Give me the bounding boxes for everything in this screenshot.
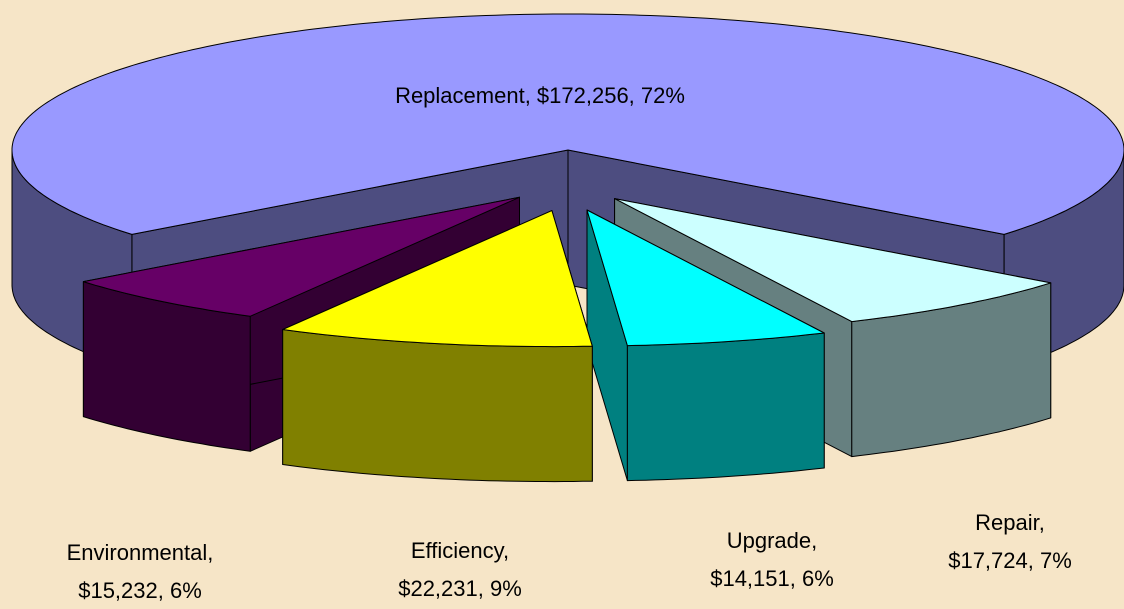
data-label-line: Environmental, [67,540,214,565]
data-label: Environmental, $15,232, 6% [67,540,214,603]
slice-top [614,198,1052,323]
slice-outer-wall [282,329,593,483]
slice [282,210,593,483]
data-label-line: Replacement, $172,256, 72% [395,83,685,108]
data-label-line: $17,724, 7% [948,548,1072,573]
slice-top [11,13,1124,235]
data-label-line: $22,231, 9% [398,576,522,601]
data-label-line: Upgrade, [727,528,818,553]
slice [586,209,825,482]
slice-top [82,196,520,317]
data-label-line: $14,151, 6% [710,566,834,591]
slice-outer-wall [626,332,825,482]
slice-top [282,210,593,348]
data-label-line: Efficiency, [411,538,509,563]
data-label: Efficiency, $22,231, 9% [398,538,522,601]
data-label: Replacement, $172,256, 72% [395,83,685,108]
data-label-line: $15,232, 6% [78,578,202,603]
data-label: Repair, $17,724, 7% [948,510,1072,573]
slice-top [586,209,825,347]
data-label: Upgrade, $14,151, 6% [710,528,834,591]
data-label-line: Repair, [975,510,1045,535]
